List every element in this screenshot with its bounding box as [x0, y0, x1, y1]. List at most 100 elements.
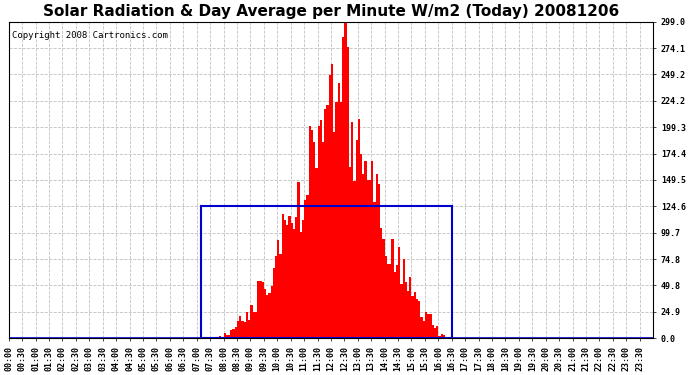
Bar [264, 289, 266, 338]
Bar [364, 162, 367, 338]
Bar [257, 280, 259, 338]
Bar [445, 337, 447, 338]
Bar [355, 140, 358, 338]
Bar [270, 286, 273, 338]
Bar [414, 291, 416, 338]
Bar [317, 126, 319, 338]
Bar [423, 321, 425, 338]
Bar [335, 102, 337, 338]
Bar [217, 337, 219, 338]
Bar [253, 312, 255, 338]
Bar [380, 228, 382, 338]
Bar [299, 232, 302, 338]
Bar [308, 126, 310, 338]
Bar [259, 280, 262, 338]
Bar [447, 337, 450, 338]
Bar [409, 277, 411, 338]
Bar [241, 321, 244, 338]
Bar [248, 320, 250, 338]
Bar [310, 130, 313, 338]
Bar [306, 195, 308, 338]
Bar [226, 335, 228, 338]
Bar [416, 300, 418, 338]
Bar [337, 83, 340, 338]
Bar [328, 75, 331, 338]
Bar [275, 256, 277, 338]
Bar [353, 181, 355, 338]
Bar [266, 295, 268, 338]
Bar [331, 64, 333, 338]
Text: Copyright 2008 Cartronics.com: Copyright 2008 Cartronics.com [12, 31, 168, 40]
Bar [279, 254, 282, 338]
Bar [398, 248, 400, 338]
Bar [282, 214, 284, 338]
Bar [333, 132, 335, 338]
Bar [284, 220, 286, 338]
Bar [235, 327, 237, 338]
Bar [434, 327, 436, 338]
Bar [375, 174, 378, 338]
Bar [230, 330, 233, 338]
Bar [351, 122, 353, 338]
Bar [221, 337, 224, 338]
Bar [349, 166, 351, 338]
Bar [429, 314, 432, 338]
Bar [346, 47, 349, 338]
Bar [396, 265, 398, 338]
Bar [362, 174, 364, 338]
Bar [293, 229, 295, 338]
Bar [201, 206, 452, 338]
Bar [438, 336, 441, 338]
Bar [304, 200, 306, 338]
Bar [405, 282, 407, 338]
Bar [382, 240, 384, 338]
Bar [319, 120, 322, 338]
Bar [295, 216, 297, 338]
Bar [255, 312, 257, 338]
Bar [262, 282, 264, 338]
Bar [302, 219, 304, 338]
Bar [425, 312, 427, 338]
Bar [286, 225, 288, 338]
Bar [389, 264, 391, 338]
Bar [436, 326, 438, 338]
Bar [277, 240, 279, 338]
Bar [326, 105, 328, 338]
Bar [371, 161, 373, 338]
Bar [387, 264, 389, 338]
Title: Solar Radiation & Day Average per Minute W/m2 (Today) 20081206: Solar Radiation & Day Average per Minute… [43, 4, 619, 19]
Bar [288, 216, 290, 338]
Bar [391, 239, 393, 338]
Bar [246, 312, 248, 338]
Bar [400, 284, 402, 338]
Bar [342, 36, 344, 338]
Bar [393, 272, 396, 338]
Bar [340, 102, 342, 338]
Bar [441, 334, 443, 338]
Bar [384, 256, 387, 338]
Bar [402, 259, 405, 338]
Bar [443, 335, 445, 338]
Bar [427, 314, 429, 338]
Bar [407, 291, 409, 338]
Bar [233, 329, 235, 338]
Bar [224, 333, 226, 338]
Bar [369, 180, 371, 338]
Bar [344, 22, 346, 338]
Bar [273, 268, 275, 338]
Bar [219, 336, 221, 338]
Bar [290, 223, 293, 338]
Bar [244, 322, 246, 338]
Bar [378, 184, 380, 338]
Bar [239, 316, 241, 338]
Bar [315, 168, 317, 338]
Bar [360, 154, 362, 338]
Bar [367, 180, 369, 338]
Bar [420, 317, 423, 338]
Bar [358, 119, 360, 338]
Bar [324, 109, 326, 338]
Bar [268, 293, 270, 338]
Bar [250, 305, 253, 338]
Bar [313, 142, 315, 338]
Bar [237, 321, 239, 338]
